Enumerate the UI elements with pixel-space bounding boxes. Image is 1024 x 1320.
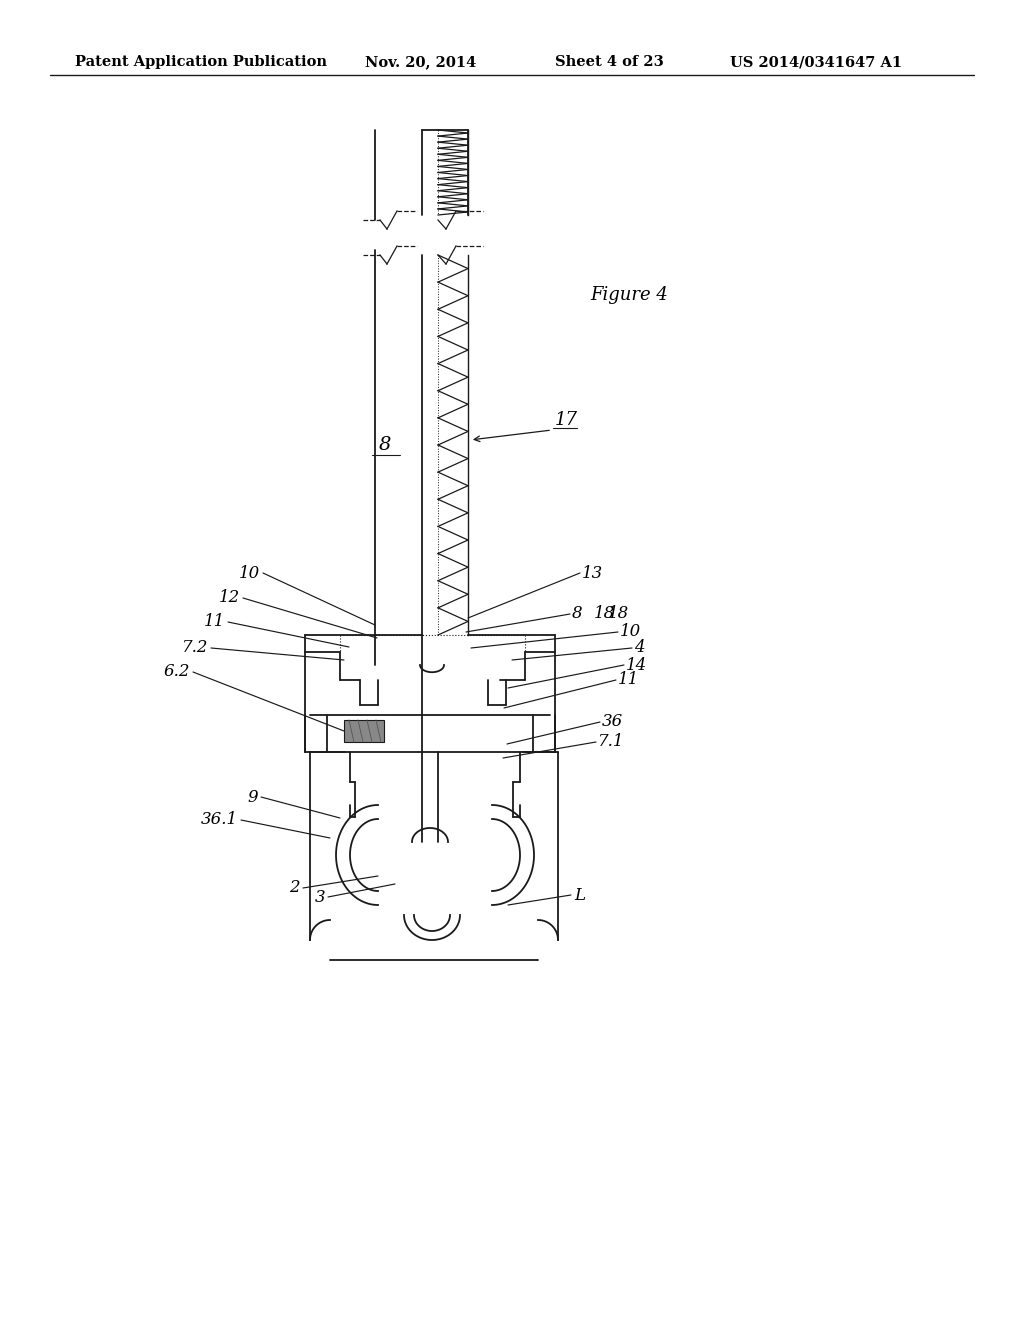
Text: 8: 8 <box>572 606 583 623</box>
Bar <box>344 719 384 742</box>
Text: 13: 13 <box>582 565 603 582</box>
Text: 11: 11 <box>204 614 225 631</box>
Text: 8: 8 <box>379 436 391 454</box>
Text: Sheet 4 of 23: Sheet 4 of 23 <box>555 55 664 69</box>
Text: 10: 10 <box>239 565 260 582</box>
Text: 3: 3 <box>314 888 325 906</box>
Text: 12: 12 <box>219 590 240 606</box>
Text: 7.2: 7.2 <box>181 639 208 656</box>
Text: 14: 14 <box>626 656 647 673</box>
Text: L: L <box>574 887 585 903</box>
Text: 2: 2 <box>290 879 300 896</box>
Text: 6.2: 6.2 <box>164 664 190 681</box>
Text: 4: 4 <box>634 639 645 656</box>
Text: 36: 36 <box>602 714 624 730</box>
Text: 11: 11 <box>618 672 639 689</box>
Text: 36.1: 36.1 <box>201 812 238 829</box>
Text: 18: 18 <box>594 606 615 623</box>
Text: 18: 18 <box>608 606 630 623</box>
Text: Figure 4: Figure 4 <box>590 286 668 304</box>
Text: US 2014/0341647 A1: US 2014/0341647 A1 <box>730 55 902 69</box>
Text: 9: 9 <box>248 788 258 805</box>
Text: 10: 10 <box>620 623 641 640</box>
Text: 7.1: 7.1 <box>598 734 625 751</box>
Text: Nov. 20, 2014: Nov. 20, 2014 <box>365 55 476 69</box>
Text: Patent Application Publication: Patent Application Publication <box>75 55 327 69</box>
Text: 17: 17 <box>555 411 578 429</box>
